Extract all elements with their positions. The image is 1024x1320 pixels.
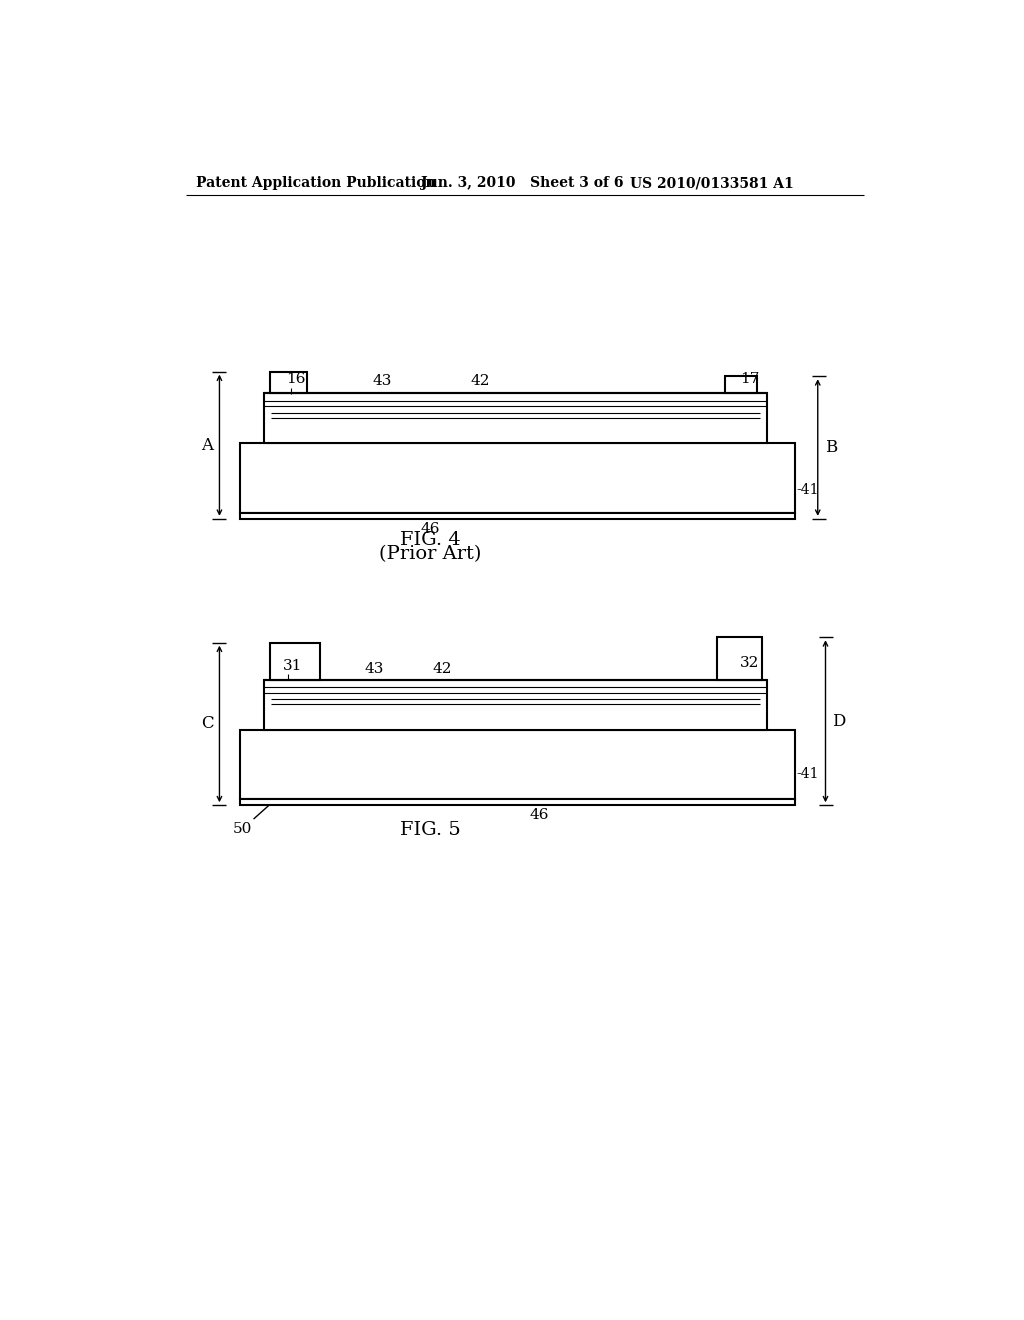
Text: (Prior Art): (Prior Art) bbox=[379, 545, 481, 564]
Bar bbox=[270, 643, 321, 680]
Text: A: A bbox=[201, 437, 213, 454]
Text: FIG. 5: FIG. 5 bbox=[400, 821, 461, 838]
Text: 43: 43 bbox=[365, 661, 384, 676]
Text: D: D bbox=[831, 713, 846, 730]
Text: 31: 31 bbox=[283, 659, 302, 673]
Text: 16: 16 bbox=[286, 372, 305, 387]
Text: B: B bbox=[824, 440, 837, 455]
Bar bbox=[241, 799, 795, 805]
Text: Patent Application Publication: Patent Application Publication bbox=[197, 176, 436, 190]
Text: US 2010/0133581 A1: US 2010/0133581 A1 bbox=[630, 176, 794, 190]
Bar bbox=[725, 376, 758, 393]
Text: 42: 42 bbox=[471, 374, 490, 388]
Text: 32: 32 bbox=[740, 656, 760, 671]
Bar bbox=[241, 444, 795, 512]
Text: 17: 17 bbox=[740, 372, 760, 387]
Text: 46: 46 bbox=[421, 521, 440, 536]
Text: C: C bbox=[201, 715, 213, 733]
Bar bbox=[717, 638, 762, 680]
Bar bbox=[263, 680, 767, 730]
Bar bbox=[241, 512, 795, 519]
Text: -41: -41 bbox=[796, 483, 818, 496]
Bar bbox=[241, 730, 795, 799]
Text: 46: 46 bbox=[529, 808, 549, 822]
Text: 42: 42 bbox=[432, 661, 452, 676]
Text: 43: 43 bbox=[373, 374, 392, 388]
Bar bbox=[270, 372, 307, 393]
Text: FIG. 4: FIG. 4 bbox=[400, 531, 461, 549]
Bar bbox=[263, 393, 767, 444]
Text: -41: -41 bbox=[796, 767, 818, 781]
Text: 50: 50 bbox=[233, 822, 252, 836]
Text: Jun. 3, 2010   Sheet 3 of 6: Jun. 3, 2010 Sheet 3 of 6 bbox=[421, 176, 624, 190]
